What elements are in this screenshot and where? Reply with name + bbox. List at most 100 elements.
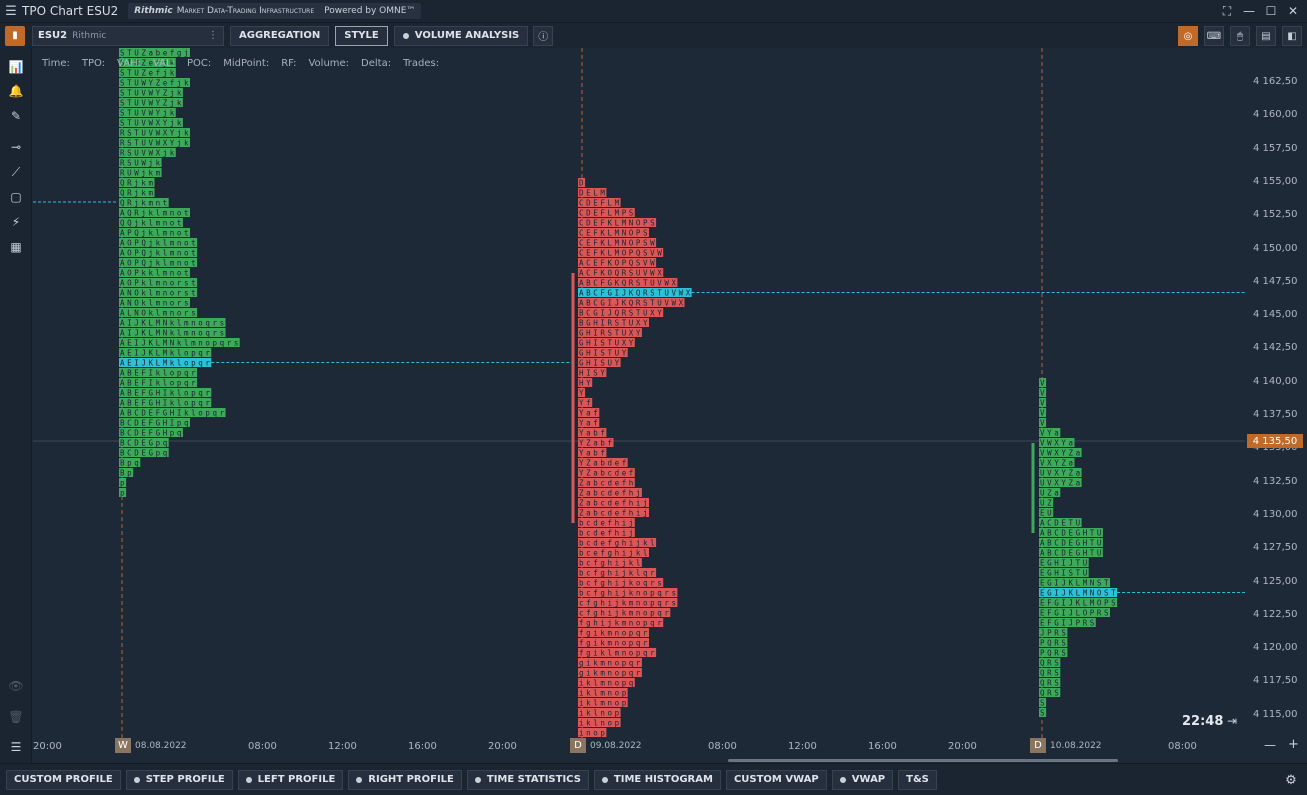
tpo-row: PQRS <box>1039 638 1068 648</box>
bottom-button-step-profile[interactable]: STEP PROFILE <box>125 769 233 790</box>
tpo-row-bar <box>1039 428 1061 437</box>
tpo-letters: YZabf <box>579 439 615 448</box>
tpo-row: CDEFKLMNOPS <box>578 218 657 228</box>
tpo-row: iklmnopq <box>578 678 635 688</box>
bottom-button-time-histogram[interactable]: TIME HISTOGRAM <box>593 769 721 790</box>
bottom-buttons: CUSTOM PROFILE STEP PROFILE LEFT PROFILE RI… <box>6 769 942 790</box>
template-icon[interactable]: ▤ <box>1256 26 1276 46</box>
time-axis[interactable]: 20:00 W 08.08.2022 08:00 12:00 16:00 20:00 D 09.… <box>33 738 1245 762</box>
tpo-letters: GHIRSTUXY <box>579 329 643 338</box>
bottom-bar: CUSTOM PROFILE STEP PROFILE LEFT PROFILE RI… <box>0 763 1307 795</box>
close-icon[interactable]: ✕ <box>1287 4 1299 18</box>
info-line: Time: TPO: VAH: VAL: POC: MidPoint: RF: Volume:… <box>42 58 439 69</box>
symbol-selector[interactable]: ESU2 Rithmic ⋮ <box>32 25 224 46</box>
zoom-in-icon[interactable]: + <box>1288 737 1299 752</box>
bottom-button-t-s[interactable]: T&S <box>898 769 937 790</box>
scroll-to-end-icon[interactable]: ⇥ <box>1227 714 1238 728</box>
window-controls: ⛶ — ☐ ✕ <box>1217 0 1303 22</box>
tpo-row: UZa <box>1039 488 1061 498</box>
tpo-row: UVXYZa <box>1039 478 1082 488</box>
horizontal-line-icon[interactable]: ⊸ <box>10 140 22 154</box>
session-badge: W <box>115 738 131 753</box>
bottom-button-time-statistics[interactable]: TIME STATISTICS <box>466 769 589 790</box>
bottom-button-right-profile[interactable]: RIGHT PROFILE <box>348 769 462 790</box>
tpo-row-bar <box>578 228 649 237</box>
price-axis[interactable]: 4 162,50 4 160,00 4 157,50 4 155,00 4 152,50… <box>1245 48 1307 738</box>
sidebar-toggle-icon[interactable]: ◧ <box>1282 26 1302 46</box>
alert-bell-icon[interactable]: 🔔 <box>8 84 24 98</box>
tpo-letters: S <box>1040 699 1047 708</box>
tpo-row: VWXYa <box>1039 438 1075 448</box>
bottom-button-left-profile[interactable]: LEFT PROFILE <box>237 769 344 790</box>
toolbar-button-volume-analysis[interactable]: VOLUME ANALYSIS <box>393 25 529 46</box>
current-price-label: 4 135,50 <box>1247 434 1303 448</box>
zoom-out-icon[interactable]: — <box>1264 738 1276 752</box>
more-options-icon[interactable]: ⋮ <box>208 30 218 41</box>
indicators-icon[interactable]: 📊 <box>8 60 24 74</box>
tpo-row-bar <box>578 618 664 627</box>
pencil-icon[interactable]: ✎ <box>10 109 22 123</box>
tpo-row-bar <box>578 678 635 687</box>
tpo-row: ABCGIJKQRSTUVWX <box>578 298 685 308</box>
tpo-letters: Zabcdefhij <box>579 499 650 508</box>
price-tick-label: 4 132,50 <box>1253 475 1298 487</box>
time-tick-label: 12:00 <box>788 741 817 752</box>
crosshair-icon[interactable]: ◎ <box>1178 26 1198 46</box>
tpo-letters: gikmnopqr <box>579 669 643 678</box>
tpo-chart-area[interactable]: STUZabefgj STUZefjk STUZefjk STUWYZefjk STUV… <box>33 48 1245 738</box>
keyboard-icon[interactable]: ⌨ <box>1204 26 1224 46</box>
tpo-letters: V <box>1040 389 1047 398</box>
tpo-row: ABCDEGHTU <box>1039 538 1103 548</box>
tpo-row-bar <box>578 258 657 267</box>
price-tick-label: 4 117,50 <box>1253 675 1298 687</box>
fullscreen-icon[interactable]: ⛶ <box>1222 3 1232 18</box>
volume-profile-icon[interactable]: ▦ <box>10 240 22 254</box>
info-panel-icon[interactable]: ⓘ <box>533 25 554 46</box>
tpo-row: AIJKLMNklmnoqrs <box>119 328 226 338</box>
tpo-row-bar <box>1039 508 1054 517</box>
tpo-row: iklnop <box>578 708 621 718</box>
hamburger-menu-icon[interactable]: ☰ <box>5 3 17 19</box>
bottom-button-custom-profile[interactable]: CUSTOM PROFILE <box>6 769 121 790</box>
visibility-icon[interactable]: 👁 <box>8 679 24 693</box>
trend-line-icon[interactable]: ⟋ <box>11 164 21 179</box>
tpo-row-bar <box>119 188 155 197</box>
tpo-profile-0[interactable]: STUZabefgjSTUZefjkSTUZefjkSTUWYZefjkSTUV… <box>119 48 573 738</box>
trash-icon[interactable]: 🗑 <box>8 710 24 724</box>
tpo-row: GHISTUXY <box>578 338 635 348</box>
fibonacci-icon[interactable]: ⚡ <box>11 215 21 229</box>
panel-toggle-icon[interactable]: ▮ <box>5 25 25 46</box>
tpo-row-bar <box>578 538 657 547</box>
tpo-row-bar <box>119 468 134 477</box>
tpo-profile-2[interactable]: VVVVVVYaVWXYaVWXYZaVXYZaUVXYZaUVXYZaUZaU… <box>1039 48 1245 738</box>
object-list-icon[interactable]: ☰ <box>10 740 22 754</box>
minimize-icon[interactable]: — <box>1243 4 1255 18</box>
horizontal-scrollbar[interactable] <box>728 759 1118 762</box>
bottom-button-vwap[interactable]: VWAP <box>831 769 894 790</box>
tpo-letters: STUVWYjk <box>120 109 177 118</box>
bottom-button-custom-vwap[interactable]: CUSTOM VWAP <box>725 769 827 790</box>
tpo-letters: STUVWYZjk <box>120 99 184 108</box>
toolbar-button-style[interactable]: STYLE <box>335 25 388 46</box>
rectangle-icon[interactable]: ▢ <box>10 190 22 204</box>
tpo-letters: PQRS <box>1040 639 1068 648</box>
tpo-row-bar <box>578 378 593 387</box>
toolbar-button-aggregation[interactable]: AGGREGATION <box>230 25 330 46</box>
tpo-letters: EU <box>1040 509 1054 518</box>
tpo-row-bar <box>1039 568 1089 577</box>
tpo-letters: fgikmnopqr <box>579 639 650 648</box>
tpo-profile-1[interactable]: DDELMCDEFLMCDEFLMPSCDEFKLMNOPSCEFKLMNOPS… <box>578 48 1245 738</box>
tpo-row-bar <box>1039 498 1054 507</box>
tpo-row: iklmnop <box>578 698 628 708</box>
tpo-row: UVXYZa <box>1039 468 1082 478</box>
tpo-letters: ABCFGKQRSTUVWX <box>579 279 679 288</box>
tpo-letters: Yf <box>579 399 593 408</box>
tpo-row: Y <box>578 388 586 398</box>
tpo-row: AQRjklmnot <box>119 208 190 218</box>
mouse-icon[interactable]: 🖱 <box>1230 26 1250 46</box>
gear-icon[interactable]: ⚙ <box>1285 772 1297 788</box>
maximize-icon[interactable]: ☐ <box>1265 4 1277 18</box>
tpo-row-bar <box>578 368 607 377</box>
tpo-row-bar <box>578 568 657 577</box>
price-tick-label: 4 150,00 <box>1253 242 1298 254</box>
